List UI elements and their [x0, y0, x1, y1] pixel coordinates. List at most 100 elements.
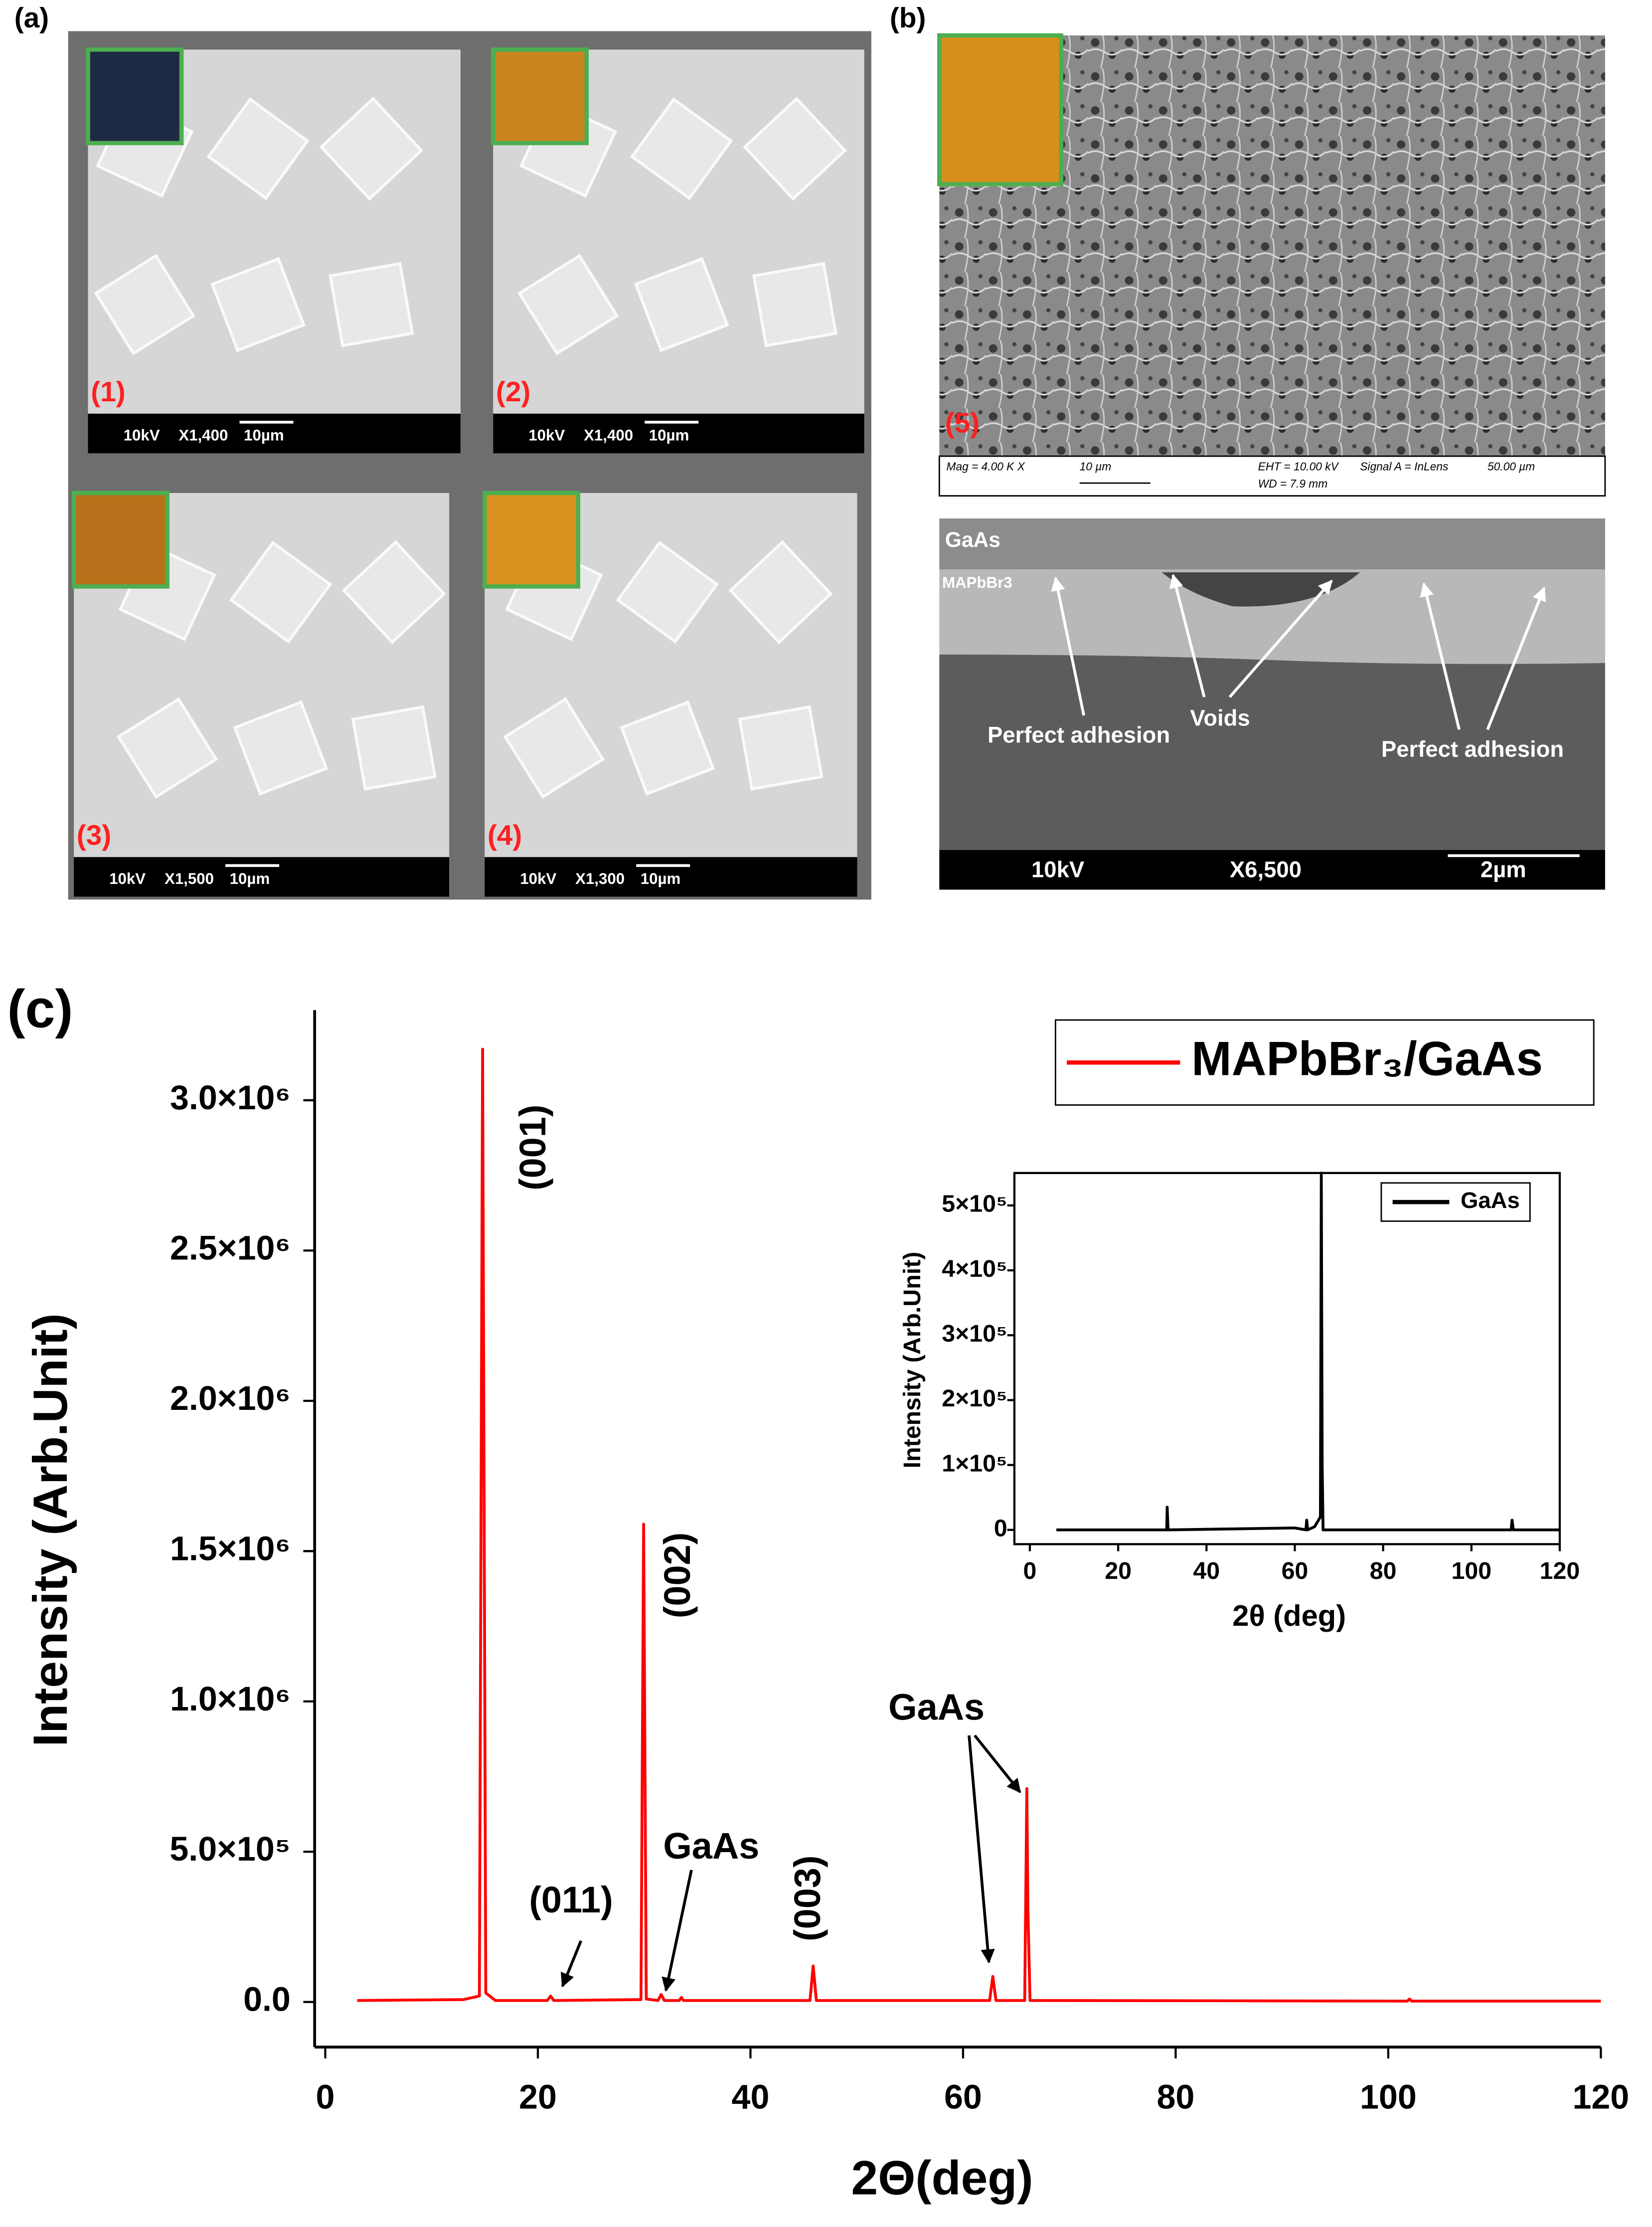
sample-photo [937, 33, 1063, 186]
sem-info-bar [938, 455, 1606, 497]
crystal [728, 540, 833, 645]
x-tick-label: 40 [1193, 1557, 1220, 1584]
sample-photo [491, 47, 589, 146]
sample-photo [71, 491, 169, 589]
x-axis-title: 2Θ(deg) [851, 2152, 1033, 2205]
sem-info: 50.00 µm [1487, 460, 1535, 473]
x-tick-label: 40 [732, 2078, 770, 2116]
image-label: (4) [488, 820, 522, 851]
x-tick-label: 60 [944, 2078, 982, 2116]
annotation: GaAs [888, 1686, 985, 1727]
y-tick-label: 2.0×10⁶ [170, 1379, 291, 1417]
sem-bar [485, 857, 857, 897]
image-label: (2) [496, 376, 530, 408]
crystal [616, 540, 719, 644]
crystal [329, 262, 414, 347]
panel-label: (b) [890, 2, 926, 34]
x-tick-label: 0 [316, 2078, 335, 2116]
cross-section-label: Perfect adhesion [988, 722, 1170, 748]
scale-text: X6,500 [1230, 857, 1302, 882]
legend-label: MAPbBr₃/GaAs [1191, 1032, 1543, 1086]
scale-text: 10µm [641, 870, 681, 887]
plot-frame [1013, 1172, 1561, 1545]
scale-text: 10kV [124, 426, 160, 444]
data-line [1056, 1172, 1560, 1532]
crystal [210, 257, 306, 352]
sem-info: WD = 7.9 mm [1258, 477, 1328, 490]
cross-section-label: MAPbBr3 [942, 574, 1012, 591]
sample-photo [482, 491, 580, 589]
sem-bar [88, 413, 461, 454]
sem-info: Signal A = InLens [1360, 460, 1448, 473]
sem-bar [74, 857, 450, 897]
sem-bar [493, 413, 864, 454]
cross-section-label: GaAs [945, 528, 1000, 552]
y-axis-title: Intensity (Arb.Unit) [24, 1313, 77, 1746]
cross-section-label: Perfect adhesion [1381, 736, 1564, 762]
scale-text: 10kV [109, 870, 146, 887]
data-line [357, 1047, 1601, 2003]
x-tick-label: 80 [1156, 2078, 1194, 2116]
scale-text: X1,400 [584, 426, 633, 444]
cross-section-label: Voids [1190, 705, 1250, 731]
x-tick-label: 120 [1572, 2078, 1629, 2116]
crystal [630, 97, 733, 200]
annotation: (002) [657, 1533, 698, 1618]
y-tick-label: 5.0×10⁵ [169, 1830, 290, 1868]
y-tick-label: 1×10⁵ [942, 1450, 1007, 1477]
annotation: GaAs [663, 1825, 759, 1867]
sem-info: Mag = 4.00 K X [947, 460, 1025, 473]
panel-label: (a) [14, 2, 49, 34]
arrows [1051, 573, 1546, 730]
y-tick-label: 1.0×10⁶ [170, 1680, 291, 1718]
substrate [939, 654, 1605, 850]
crystal [229, 540, 332, 644]
crystal [341, 540, 446, 645]
y-tick-label: 0.0 [243, 1981, 291, 2019]
scale-text: 10kV [520, 870, 556, 887]
scale-text: 2µm [1481, 857, 1526, 882]
x-tick-label: 0 [1023, 1557, 1037, 1584]
y-tick-label: 5×10⁵ [942, 1191, 1007, 1217]
crystal [351, 705, 437, 791]
sample-photo [86, 47, 184, 146]
crystal [620, 700, 715, 796]
x-tick-label: 100 [1451, 1557, 1491, 1584]
crystal [743, 96, 847, 201]
sem-grid [71, 47, 864, 897]
annotation: (001) [512, 1104, 553, 1190]
annotation: (003) [787, 1856, 828, 1941]
scale-text: 10kV [1031, 857, 1084, 882]
y-tick-label: 1.5×10⁶ [170, 1530, 291, 1567]
crystal [634, 257, 729, 352]
x-tick-label: 80 [1370, 1557, 1397, 1584]
scale-text: 10µm [649, 426, 689, 444]
crystal [206, 97, 310, 200]
void [1161, 572, 1360, 607]
x-axis-title: 2θ (deg) [1232, 1599, 1346, 1632]
x-tick-label: 100 [1360, 2078, 1417, 2116]
legend-label: GaAs [1461, 1188, 1520, 1213]
scale-text: 10kV [528, 426, 565, 444]
annotation: (011) [529, 1879, 613, 1920]
crystal [319, 96, 424, 201]
scale-text: 10µm [244, 426, 284, 444]
y-tick-label: 0 [994, 1515, 1007, 1542]
x-tick-label: 120 [1540, 1557, 1580, 1584]
annotation-arrows [560, 1734, 1021, 1992]
crystal [94, 254, 195, 355]
crystal [233, 700, 329, 796]
scale-text: X1,500 [165, 870, 214, 887]
y-tick-label: 2.5×10⁶ [170, 1229, 291, 1267]
sem-info: 10 µm [1080, 460, 1112, 473]
gaas-layer [939, 518, 1605, 570]
scale-text: X1,300 [575, 870, 625, 887]
image-label: (3) [77, 820, 111, 851]
scale-text: 10µm [230, 870, 270, 887]
y-tick-label: 3.0×10⁶ [170, 1079, 291, 1117]
y-axis-title: Intensity (Arb.Unit) [899, 1252, 926, 1469]
crystal [517, 254, 619, 355]
image-label: (1) [91, 376, 125, 408]
